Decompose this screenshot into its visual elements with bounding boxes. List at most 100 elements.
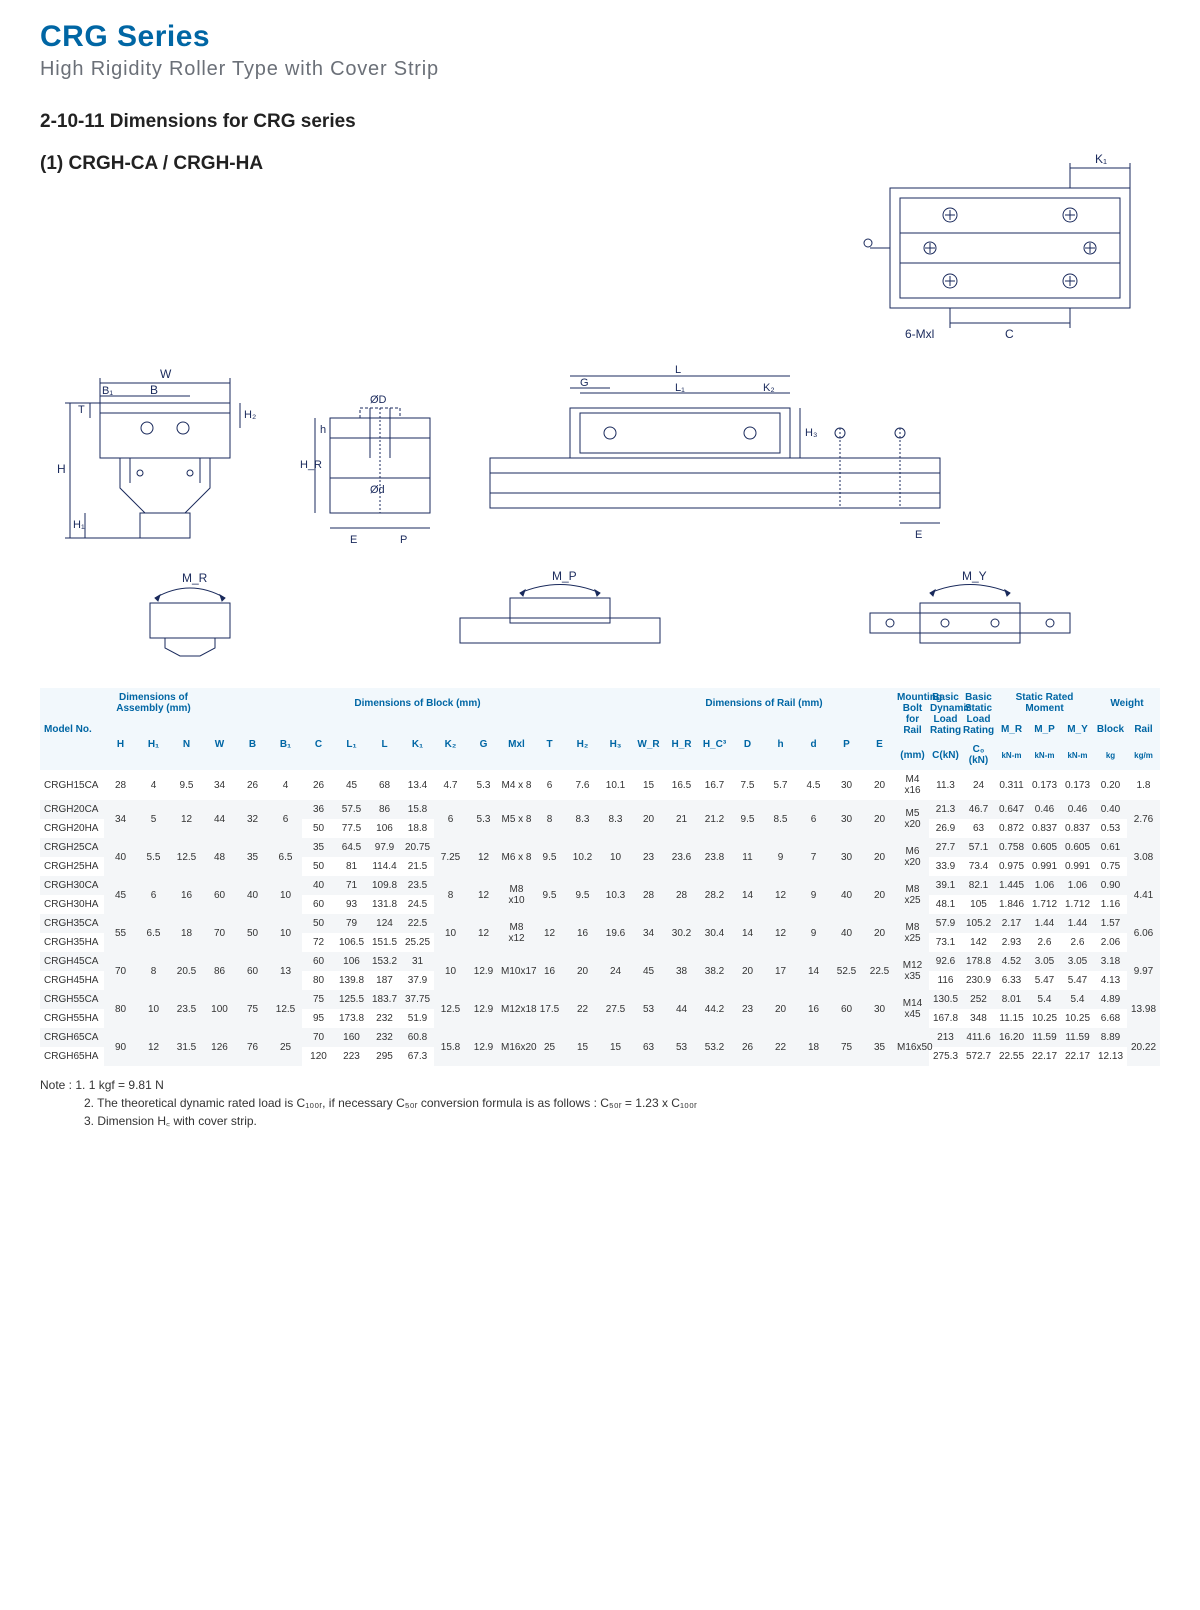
cell: 1.06 — [1061, 876, 1094, 895]
cell: 68 — [368, 770, 401, 800]
cell: 60 — [203, 876, 236, 914]
cell: 232 — [368, 1028, 401, 1047]
cell: 44 — [665, 990, 698, 1028]
cell: 5.4 — [1061, 990, 1094, 1009]
cell: 6 — [797, 800, 830, 838]
svg-text:ØD: ØD — [370, 394, 387, 406]
cell: 8.3 — [599, 800, 632, 838]
cell: 0.61 — [1094, 838, 1127, 857]
cell: 106 — [335, 952, 368, 971]
cell: 2.6 — [1061, 933, 1094, 952]
cell: 6 — [434, 800, 467, 838]
cell: 0.311 — [995, 770, 1028, 800]
page-subtitle: High Rigidity Roller Type with Cover Str… — [40, 58, 1160, 81]
cell: 10 — [137, 990, 170, 1028]
cell: 232 — [368, 1009, 401, 1028]
cell: 106 — [368, 819, 401, 838]
cell: 30.4 — [698, 914, 731, 952]
cell: 22.17 — [1061, 1047, 1094, 1066]
cell-model: CRGH55HA — [40, 1009, 104, 1028]
cell: 24 — [962, 770, 995, 800]
cell: 8 — [137, 952, 170, 990]
cell: 12 — [467, 876, 500, 914]
cell: 20 — [863, 914, 896, 952]
table-row: CRGH15CA2849.53426426456813.44.75.3M4 x … — [40, 770, 1160, 800]
cell: 142 — [962, 933, 995, 952]
cell: 76 — [236, 1028, 269, 1066]
cell: 2.76 — [1127, 800, 1160, 838]
cell-model: CRGH25HA — [40, 857, 104, 876]
group-stat: Basic Static Load Rating — [962, 688, 995, 740]
cell: 9.5 — [566, 876, 599, 914]
cell-model: CRGH45HA — [40, 971, 104, 990]
cell: 572.7 — [962, 1047, 995, 1066]
cell: 183.7 — [368, 990, 401, 1009]
group-weight: Weight — [1094, 688, 1160, 718]
cell: 48.1 — [929, 895, 962, 914]
cell: 0.975 — [995, 857, 1028, 876]
cell: 60 — [302, 895, 335, 914]
cell: 4.5 — [797, 770, 830, 800]
cell: 18 — [797, 1028, 830, 1066]
cell: 12.9 — [467, 990, 500, 1028]
cell: 95 — [302, 1009, 335, 1028]
cell: 10 — [269, 914, 302, 952]
cell: 0.837 — [1061, 819, 1094, 838]
cell-model: CRGH20CA — [40, 800, 104, 819]
cell: 11.15 — [995, 1009, 1028, 1028]
notes: Note : 1. 1 kgf = 9.81 N 2. The theoreti… — [40, 1076, 1160, 1130]
cell: 5.7 — [764, 770, 797, 800]
cell: 0.647 — [995, 800, 1028, 819]
cell-model: CRGH35HA — [40, 933, 104, 952]
cell: 6.33 — [995, 971, 1028, 990]
cell: 23.8 — [698, 838, 731, 876]
cell: 12.5 — [269, 990, 302, 1028]
cell: 40 — [830, 914, 863, 952]
cell: 9 — [797, 876, 830, 914]
diagram-moment-mr: M_R — [110, 568, 270, 658]
cell: 50 — [302, 914, 335, 933]
section-heading: 2-10-11 Dimensions for CRG series — [40, 111, 1160, 133]
cell: 10 — [269, 876, 302, 914]
cell: M4 x 8 — [500, 770, 533, 800]
cell: 7.5 — [731, 770, 764, 800]
svg-text:L: L — [675, 364, 681, 376]
svg-text:Ød: Ød — [370, 484, 385, 496]
cell: 31 — [401, 952, 434, 971]
cell: 13 — [269, 952, 302, 990]
cell: 30 — [830, 838, 863, 876]
cell: 173.8 — [335, 1009, 368, 1028]
cell: 22 — [566, 990, 599, 1028]
cell: 26 — [731, 1028, 764, 1066]
cell: 13.98 — [1127, 990, 1160, 1028]
cell: 12.9 — [467, 952, 500, 990]
cell: 10.2 — [566, 838, 599, 876]
svg-text:B: B — [150, 383, 158, 397]
cell: 12.13 — [1094, 1047, 1127, 1066]
cell: 37.9 — [401, 971, 434, 990]
cell: M5 x 8 — [500, 800, 533, 838]
cell: 28 — [104, 770, 137, 800]
cell: 50 — [302, 857, 335, 876]
cell: 20 — [764, 990, 797, 1028]
cell: 20 — [863, 838, 896, 876]
cell: 34 — [632, 914, 665, 952]
cell: 70 — [302, 1028, 335, 1047]
cell: 53.2 — [698, 1028, 731, 1066]
cell: 17.5 — [533, 990, 566, 1028]
cell: 4 — [269, 770, 302, 800]
cell: 178.8 — [962, 952, 995, 971]
cell: 12.5 — [170, 838, 203, 876]
cell: 24.5 — [401, 895, 434, 914]
cell: 77.5 — [335, 819, 368, 838]
cell: 5.47 — [1061, 971, 1094, 990]
cell: 86 — [203, 952, 236, 990]
cell: 6.5 — [269, 838, 302, 876]
cell: 63 — [632, 1028, 665, 1066]
svg-text:H₃: H₃ — [805, 427, 817, 439]
cell: 7.25 — [434, 838, 467, 876]
cell: 12 — [467, 838, 500, 876]
cell: 12.5 — [434, 990, 467, 1028]
cell: 3.18 — [1094, 952, 1127, 971]
cell: 30 — [830, 770, 863, 800]
